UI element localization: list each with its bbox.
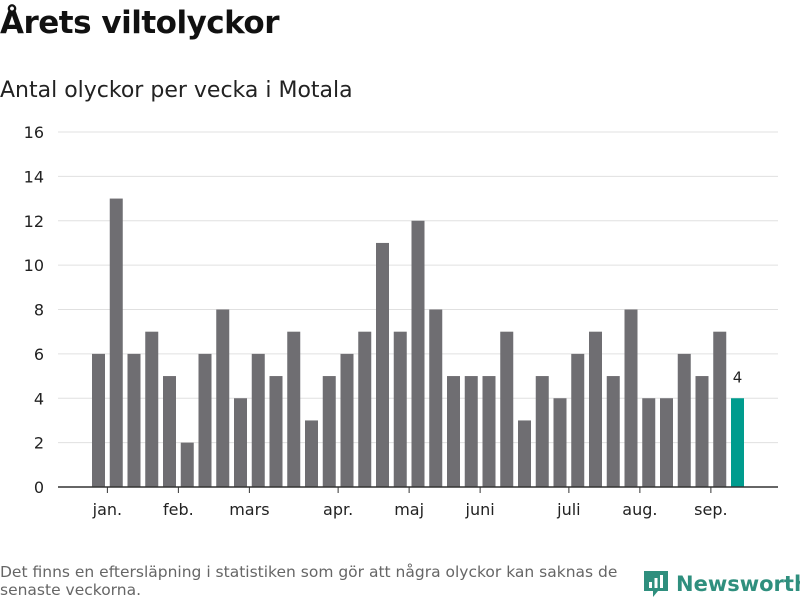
bar	[127, 353, 141, 487]
bar	[163, 376, 176, 487]
newsworthy-logo[interactable]: Newsworthy	[642, 567, 800, 601]
y-tick-label: 14	[24, 167, 44, 186]
y-tick-label: 8	[34, 301, 44, 320]
x-tick-label: aug.	[622, 500, 657, 519]
bar	[642, 398, 656, 487]
bar	[589, 331, 602, 487]
bar	[606, 376, 620, 487]
bar	[180, 442, 194, 487]
bar	[713, 331, 727, 487]
bar	[234, 398, 247, 487]
bar	[429, 309, 443, 487]
footnote: Det finns en eftersläpning i statistiken…	[0, 563, 618, 599]
bar	[216, 309, 230, 487]
bar	[447, 376, 460, 487]
x-tick-label: maj	[394, 500, 424, 519]
bar-labels: 4	[733, 368, 743, 386]
y-tick-label: 12	[24, 212, 44, 231]
bar	[109, 198, 123, 487]
bar	[305, 420, 318, 487]
y-tick-label: 2	[34, 434, 44, 453]
bar	[553, 398, 567, 487]
bar	[269, 376, 283, 487]
bar-highlight	[731, 398, 744, 487]
y-tick-label: 16	[24, 123, 44, 142]
x-tick-label: feb.	[163, 500, 194, 519]
bar	[145, 331, 159, 487]
bars	[92, 198, 744, 487]
bar	[251, 353, 265, 487]
bar	[695, 376, 709, 487]
bar	[287, 331, 301, 487]
bar	[464, 376, 478, 487]
brand-name: Newsworthy	[676, 572, 800, 596]
bar	[92, 353, 105, 487]
bar	[624, 309, 638, 487]
y-tick-label: 10	[24, 256, 44, 275]
bar	[198, 353, 212, 487]
x-tick-label: juli	[556, 500, 580, 519]
bar-value-label: 4	[733, 368, 743, 386]
bar	[500, 331, 514, 487]
y-axis-ticks: 0 2 4 6 8 10 12 14 16	[24, 123, 44, 497]
bar	[660, 398, 673, 487]
bar	[411, 220, 425, 487]
x-tick-label: jan.	[92, 500, 122, 519]
bar	[393, 331, 407, 487]
chart-subtitle: Antal olyckor per vecka i Motala	[0, 78, 353, 103]
x-axis-ticks: jan. feb. mars apr. maj juni juli aug. sep.	[58, 486, 778, 519]
chart-title: Årets viltolyckor	[0, 5, 280, 41]
bar	[340, 353, 354, 487]
bar	[677, 353, 691, 487]
bar	[571, 353, 585, 487]
bar	[518, 420, 531, 487]
y-tick-label: 0	[34, 478, 44, 497]
x-tick-label: apr.	[323, 500, 353, 519]
bar	[322, 376, 336, 487]
x-tick-label: sep.	[694, 500, 727, 519]
bar	[358, 331, 372, 487]
newsworthy-icon	[644, 571, 668, 597]
bar	[482, 376, 496, 487]
y-tick-label: 6	[34, 345, 44, 364]
bar	[535, 376, 549, 487]
x-tick-label: mars	[229, 500, 269, 519]
x-tick-label: juni	[465, 500, 495, 519]
y-tick-label: 4	[34, 389, 44, 408]
bar	[376, 242, 389, 487]
